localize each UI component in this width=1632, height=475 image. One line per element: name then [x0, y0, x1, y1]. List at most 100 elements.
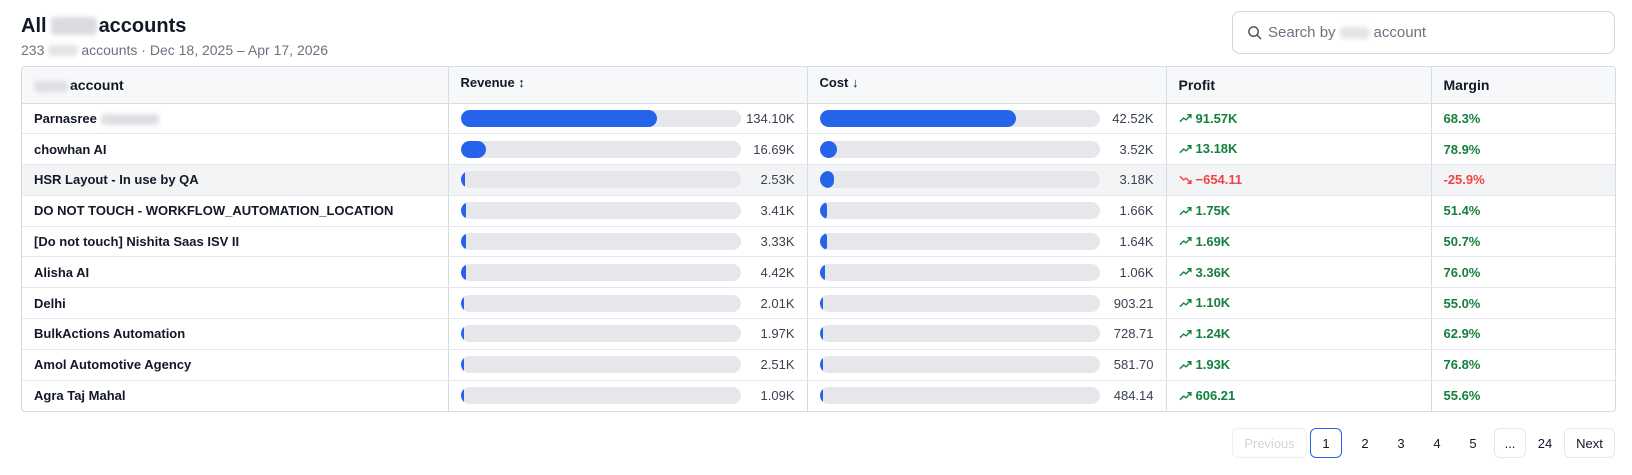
cost-value: 581.70: [1113, 357, 1154, 373]
cost-cell: 903.21: [807, 287, 1167, 320]
column-header-revenue[interactable]: Revenue ↕: [448, 67, 808, 104]
table-row[interactable]: DO NOT TOUCH - WORKFLOW_AUTOMATION_LOCAT…: [22, 195, 1615, 227]
profit-value: 1.10K: [1195, 295, 1231, 311]
margin-value: 76.8%: [1443, 357, 1481, 373]
cost-bar: [819, 171, 1100, 189]
margin-value: 78.9%: [1443, 141, 1481, 157]
cost-bar: [819, 202, 1100, 220]
table-row[interactable]: Parnasree 134.10K 42.52K 91.57K 68.3%: [22, 103, 1615, 135]
page-button-24[interactable]: 24: [1537, 435, 1553, 451]
previous-page-button[interactable]: Previous: [1232, 428, 1307, 458]
search-input[interactable]: Search by account: [1232, 11, 1615, 54]
revenue-cell: 4.42K: [448, 256, 808, 289]
revenue-bar: [460, 171, 741, 189]
revenue-bar-fill: [460, 202, 466, 220]
margin-cell: 50.7%: [1431, 226, 1615, 258]
revenue-bar-fill: [460, 233, 466, 251]
accounts-table: account Revenue ↕ Cost ↓ Profit Margin P…: [21, 66, 1616, 412]
page-button-2[interactable]: 2: [1361, 435, 1369, 451]
margin-value: 51.4%: [1443, 203, 1481, 219]
account-name: Parnasree: [34, 110, 97, 126]
margin-cell: 76.8%: [1431, 349, 1615, 381]
profit-cell: 606.21: [1166, 380, 1432, 411]
profit-cell: 3.36K: [1166, 256, 1432, 289]
trend-up-icon: [1178, 298, 1192, 308]
profit-value: 91.57K: [1195, 110, 1238, 126]
column-label: Profit: [1178, 76, 1216, 93]
cost-value: 1.64K: [1119, 234, 1154, 250]
column-header-profit: Profit: [1166, 67, 1432, 104]
search-placeholder-suffix: account: [1373, 24, 1427, 41]
account-name-cell: [Do not touch] Nishita Saas ISV II: [22, 226, 449, 258]
page-title: All accounts: [21, 14, 328, 38]
revenue-value: 2.53K: [760, 172, 795, 188]
cost-bar-fill: [819, 109, 1016, 127]
table-row[interactable]: Delhi 2.01K 903.21 1.10K 55.0%: [22, 287, 1615, 320]
revenue-bar: [460, 294, 741, 312]
cost-cell: 484.14: [807, 380, 1167, 411]
margin-value: 76.0%: [1443, 264, 1481, 280]
profit-cell: 1.75K: [1166, 195, 1432, 227]
cost-cell: 3.52K: [807, 133, 1167, 166]
account-name-cell: Amol Automotive Agency: [22, 349, 449, 381]
cost-cell: 42.52K: [807, 103, 1167, 135]
account-name-cell: HSR Layout - In use by QA: [22, 164, 449, 196]
table-row[interactable]: Amol Automotive Agency 2.51K 581.70 1.93K 76…: [22, 349, 1615, 381]
cost-bar: [819, 387, 1100, 405]
redacted-text: [48, 44, 79, 56]
cost-cell: 581.70: [807, 349, 1167, 381]
table-row[interactable]: HSR Layout - In use by QA 2.53K 3.18K −654.…: [22, 164, 1615, 196]
cost-bar-fill: [819, 140, 837, 158]
revenue-bar: [460, 202, 741, 220]
margin-cell: 78.9%: [1431, 133, 1615, 166]
page-button-4[interactable]: 4: [1433, 435, 1441, 451]
margin-cell: 51.4%: [1431, 195, 1615, 227]
revenue-bar-fill: [460, 263, 466, 281]
margin-cell: 68.3%: [1431, 103, 1615, 135]
cost-cell: 728.71: [807, 318, 1167, 350]
revenue-bar: [460, 356, 741, 374]
revenue-cell: 1.09K: [448, 380, 808, 411]
account-name: Amol Automotive Agency: [34, 357, 192, 373]
margin-value: 62.9%: [1443, 326, 1481, 342]
cost-value: 3.52K: [1119, 141, 1154, 157]
revenue-value: 2.51K: [760, 357, 795, 373]
next-page-button[interactable]: Next: [1564, 428, 1615, 458]
profit-value: 606.21: [1195, 388, 1236, 404]
table-row[interactable]: Agra Taj Mahal 1.09K 484.14 606.21 55.6%: [22, 380, 1615, 411]
pagination-ellipsis[interactable]: ...: [1494, 428, 1526, 458]
table-row[interactable]: [Do not touch] Nishita Saas ISV II 3.33K 1…: [22, 226, 1615, 258]
page-header: All accounts 233 accounts · Dec 18, 2025…: [21, 14, 328, 59]
column-label: Revenue ↕: [460, 75, 525, 90]
revenue-bar: [460, 233, 741, 251]
cost-bar: [819, 233, 1100, 251]
cost-cell: 3.18K: [807, 164, 1167, 196]
account-name: DO NOT TOUCH - WORKFLOW_AUTOMATION_LOCAT…: [34, 203, 394, 219]
table-row[interactable]: Alisha AI 4.42K 1.06K 3.36K 76.0%: [22, 256, 1615, 289]
revenue-cell: 2.01K: [448, 287, 808, 320]
column-header-cost[interactable]: Cost ↓: [807, 67, 1167, 104]
account-name-cell: Parnasree: [22, 103, 449, 135]
margin-cell: 55.0%: [1431, 287, 1615, 320]
revenue-value: 16.69K: [753, 141, 795, 157]
column-label: Margin: [1443, 76, 1490, 93]
page-button-5[interactable]: 5: [1469, 435, 1477, 451]
account-name-cell: Alisha AI: [22, 256, 449, 289]
table-row[interactable]: chowhan AI 16.69K 3.52K 13.18K 78.9%: [22, 133, 1615, 166]
cost-value: 42.52K: [1112, 110, 1154, 126]
cost-bar: [819, 294, 1100, 312]
page-button-1[interactable]: 1: [1310, 428, 1342, 458]
trend-down-icon: [1178, 175, 1192, 184]
revenue-bar-fill: [460, 294, 464, 312]
page-subtitle: 233 accounts · Dec 18, 2025 – Apr 17, 20…: [21, 41, 328, 59]
page-button-3[interactable]: 3: [1397, 435, 1405, 451]
revenue-cell: 134.10K: [448, 103, 808, 135]
table-row[interactable]: BulkActions Automation 1.97K 728.71 1.24K 62…: [22, 318, 1615, 350]
column-label: Cost ↓: [819, 75, 859, 90]
profit-cell: 1.10K: [1166, 287, 1432, 320]
cost-bar: [819, 140, 1100, 158]
account-name: Delhi: [34, 295, 66, 311]
revenue-bar-fill: [460, 109, 657, 127]
revenue-value: 3.33K: [760, 234, 795, 250]
cost-value: 3.18K: [1119, 172, 1154, 188]
